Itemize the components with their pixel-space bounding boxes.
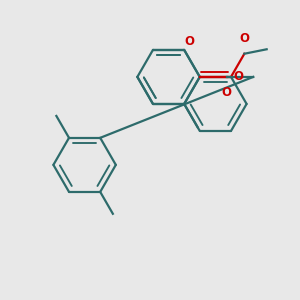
Text: O: O bbox=[184, 35, 194, 48]
Text: O: O bbox=[221, 86, 232, 99]
Text: O: O bbox=[239, 32, 249, 45]
Text: O: O bbox=[233, 70, 243, 83]
